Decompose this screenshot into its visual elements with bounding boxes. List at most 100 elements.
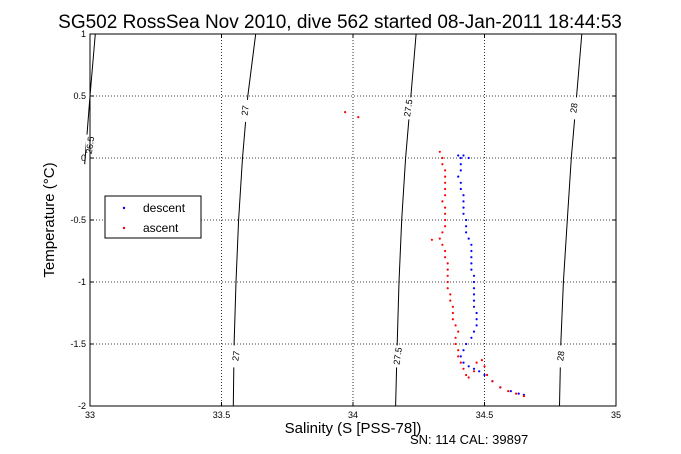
data-point-descent bbox=[462, 154, 465, 157]
data-point-descent bbox=[472, 280, 476, 284]
data-point-descent bbox=[470, 336, 473, 339]
data-point-descent bbox=[467, 365, 470, 368]
data-point-ascent bbox=[472, 370, 476, 373]
data-point-ascent bbox=[462, 367, 465, 370]
data-point-ascent bbox=[444, 206, 447, 209]
isopycnal-label: 27 bbox=[240, 105, 251, 116]
isopycnal-label: 27.5 bbox=[392, 347, 404, 366]
isopycnal-label: 28 bbox=[568, 102, 579, 113]
legend: descent ascent bbox=[104, 195, 202, 239]
data-point-ascent bbox=[446, 262, 449, 265]
data-point-descent bbox=[517, 392, 520, 395]
data-point-ascent bbox=[449, 299, 452, 302]
data-point-descent bbox=[470, 268, 473, 271]
data-point-ascent bbox=[430, 238, 433, 241]
x-tick-label: 34.5 bbox=[476, 410, 494, 420]
legend-label-ascent: ascent bbox=[143, 221, 179, 235]
data-point-ascent bbox=[465, 373, 468, 377]
data-point-ascent bbox=[441, 200, 444, 203]
data-point-ascent bbox=[446, 268, 449, 271]
data-point-ascent bbox=[475, 361, 478, 364]
legend-box bbox=[104, 195, 202, 239]
data-point-ascent bbox=[441, 243, 444, 246]
data-point-descent bbox=[459, 163, 462, 166]
data-point-ascent bbox=[449, 293, 452, 296]
y-tick-label: 0.5 bbox=[73, 91, 86, 101]
data-point-descent bbox=[459, 181, 462, 184]
data-point-descent bbox=[483, 373, 486, 377]
data-point-ascent bbox=[444, 181, 447, 184]
isopycnal-label: 27 bbox=[230, 350, 241, 361]
data-point-ascent bbox=[451, 305, 454, 308]
y-tick-label: -2 bbox=[78, 401, 86, 411]
data-point-ascent bbox=[444, 225, 447, 228]
y-tick-label: -1.5 bbox=[70, 339, 86, 349]
y-tick-label: -0.5 bbox=[70, 215, 86, 225]
x-tick-label: 33.5 bbox=[213, 410, 231, 420]
data-point-ascent bbox=[451, 311, 454, 315]
data-point-ascent bbox=[446, 274, 449, 277]
data-point-descent bbox=[475, 324, 478, 327]
isopycnal-line bbox=[232, 33, 257, 407]
data-point-descent bbox=[462, 206, 465, 209]
isopycnal-label: 27.5 bbox=[402, 99, 414, 118]
axis-ticks: 33 33.5 34 34.5 35 -2 -1.5 -1 -0.5 0 0.5 1 bbox=[70, 29, 621, 420]
y-tick-label: 0 bbox=[81, 153, 86, 163]
data-points bbox=[344, 111, 526, 398]
data-point-ascent bbox=[444, 212, 447, 215]
data-point-descent bbox=[470, 262, 473, 265]
data-point-ascent bbox=[457, 349, 460, 352]
data-point-descent bbox=[459, 169, 462, 172]
isopycnal-label: 28 bbox=[555, 350, 566, 361]
data-point-ascent bbox=[454, 324, 457, 327]
data-point-descent bbox=[467, 237, 470, 240]
data-point-descent bbox=[465, 231, 468, 234]
data-point-ascent bbox=[344, 111, 347, 114]
isopycnal-label-bg bbox=[556, 345, 565, 368]
data-point-descent bbox=[470, 243, 473, 246]
data-point-ascent bbox=[441, 163, 444, 166]
x-tick-label: 34 bbox=[348, 410, 358, 420]
data-point-ascent bbox=[522, 395, 526, 398]
isopycnal-label-bg bbox=[241, 99, 250, 122]
data-point-descent bbox=[462, 194, 465, 197]
data-point-descent bbox=[459, 355, 462, 358]
data-point-descent bbox=[462, 361, 465, 364]
data-point-ascent bbox=[446, 280, 449, 284]
data-point-ascent bbox=[515, 392, 518, 395]
isopycnal-line bbox=[395, 33, 417, 407]
data-point-descent bbox=[470, 249, 473, 253]
data-point-descent bbox=[465, 342, 468, 346]
data-point-descent bbox=[462, 212, 465, 215]
data-point-ascent bbox=[444, 187, 447, 191]
data-point-ascent bbox=[441, 156, 444, 160]
data-point-descent bbox=[459, 187, 462, 191]
data-point-descent bbox=[457, 154, 460, 157]
isopycnal-line bbox=[559, 33, 583, 407]
y-axis-label: Temperature (°C) bbox=[41, 162, 58, 277]
data-point-descent bbox=[457, 175, 460, 178]
data-point-ascent bbox=[486, 373, 489, 377]
data-point-descent bbox=[472, 330, 476, 333]
data-point-ascent bbox=[457, 355, 460, 358]
data-point-descent bbox=[472, 305, 476, 308]
data-point-descent bbox=[470, 256, 473, 259]
x-tick-label: 35 bbox=[611, 410, 621, 420]
data-point-ascent bbox=[459, 361, 462, 364]
data-point-ascent bbox=[457, 330, 460, 333]
data-point-descent bbox=[472, 299, 476, 302]
data-point-ascent bbox=[507, 390, 510, 393]
y-tick-label: 1 bbox=[81, 29, 86, 39]
data-point-ascent bbox=[451, 318, 454, 321]
chart-title: SG502 RossSea Nov 2010, dive 562 started… bbox=[58, 12, 622, 33]
data-point-descent bbox=[472, 367, 476, 370]
data-point-ascent bbox=[357, 116, 360, 119]
data-point-descent bbox=[462, 200, 465, 203]
data-point-descent bbox=[459, 156, 462, 160]
x-tick-label: 33 bbox=[85, 410, 95, 420]
data-point-descent bbox=[509, 390, 512, 393]
data-point-descent bbox=[478, 370, 481, 373]
data-point-ascent bbox=[438, 237, 441, 240]
